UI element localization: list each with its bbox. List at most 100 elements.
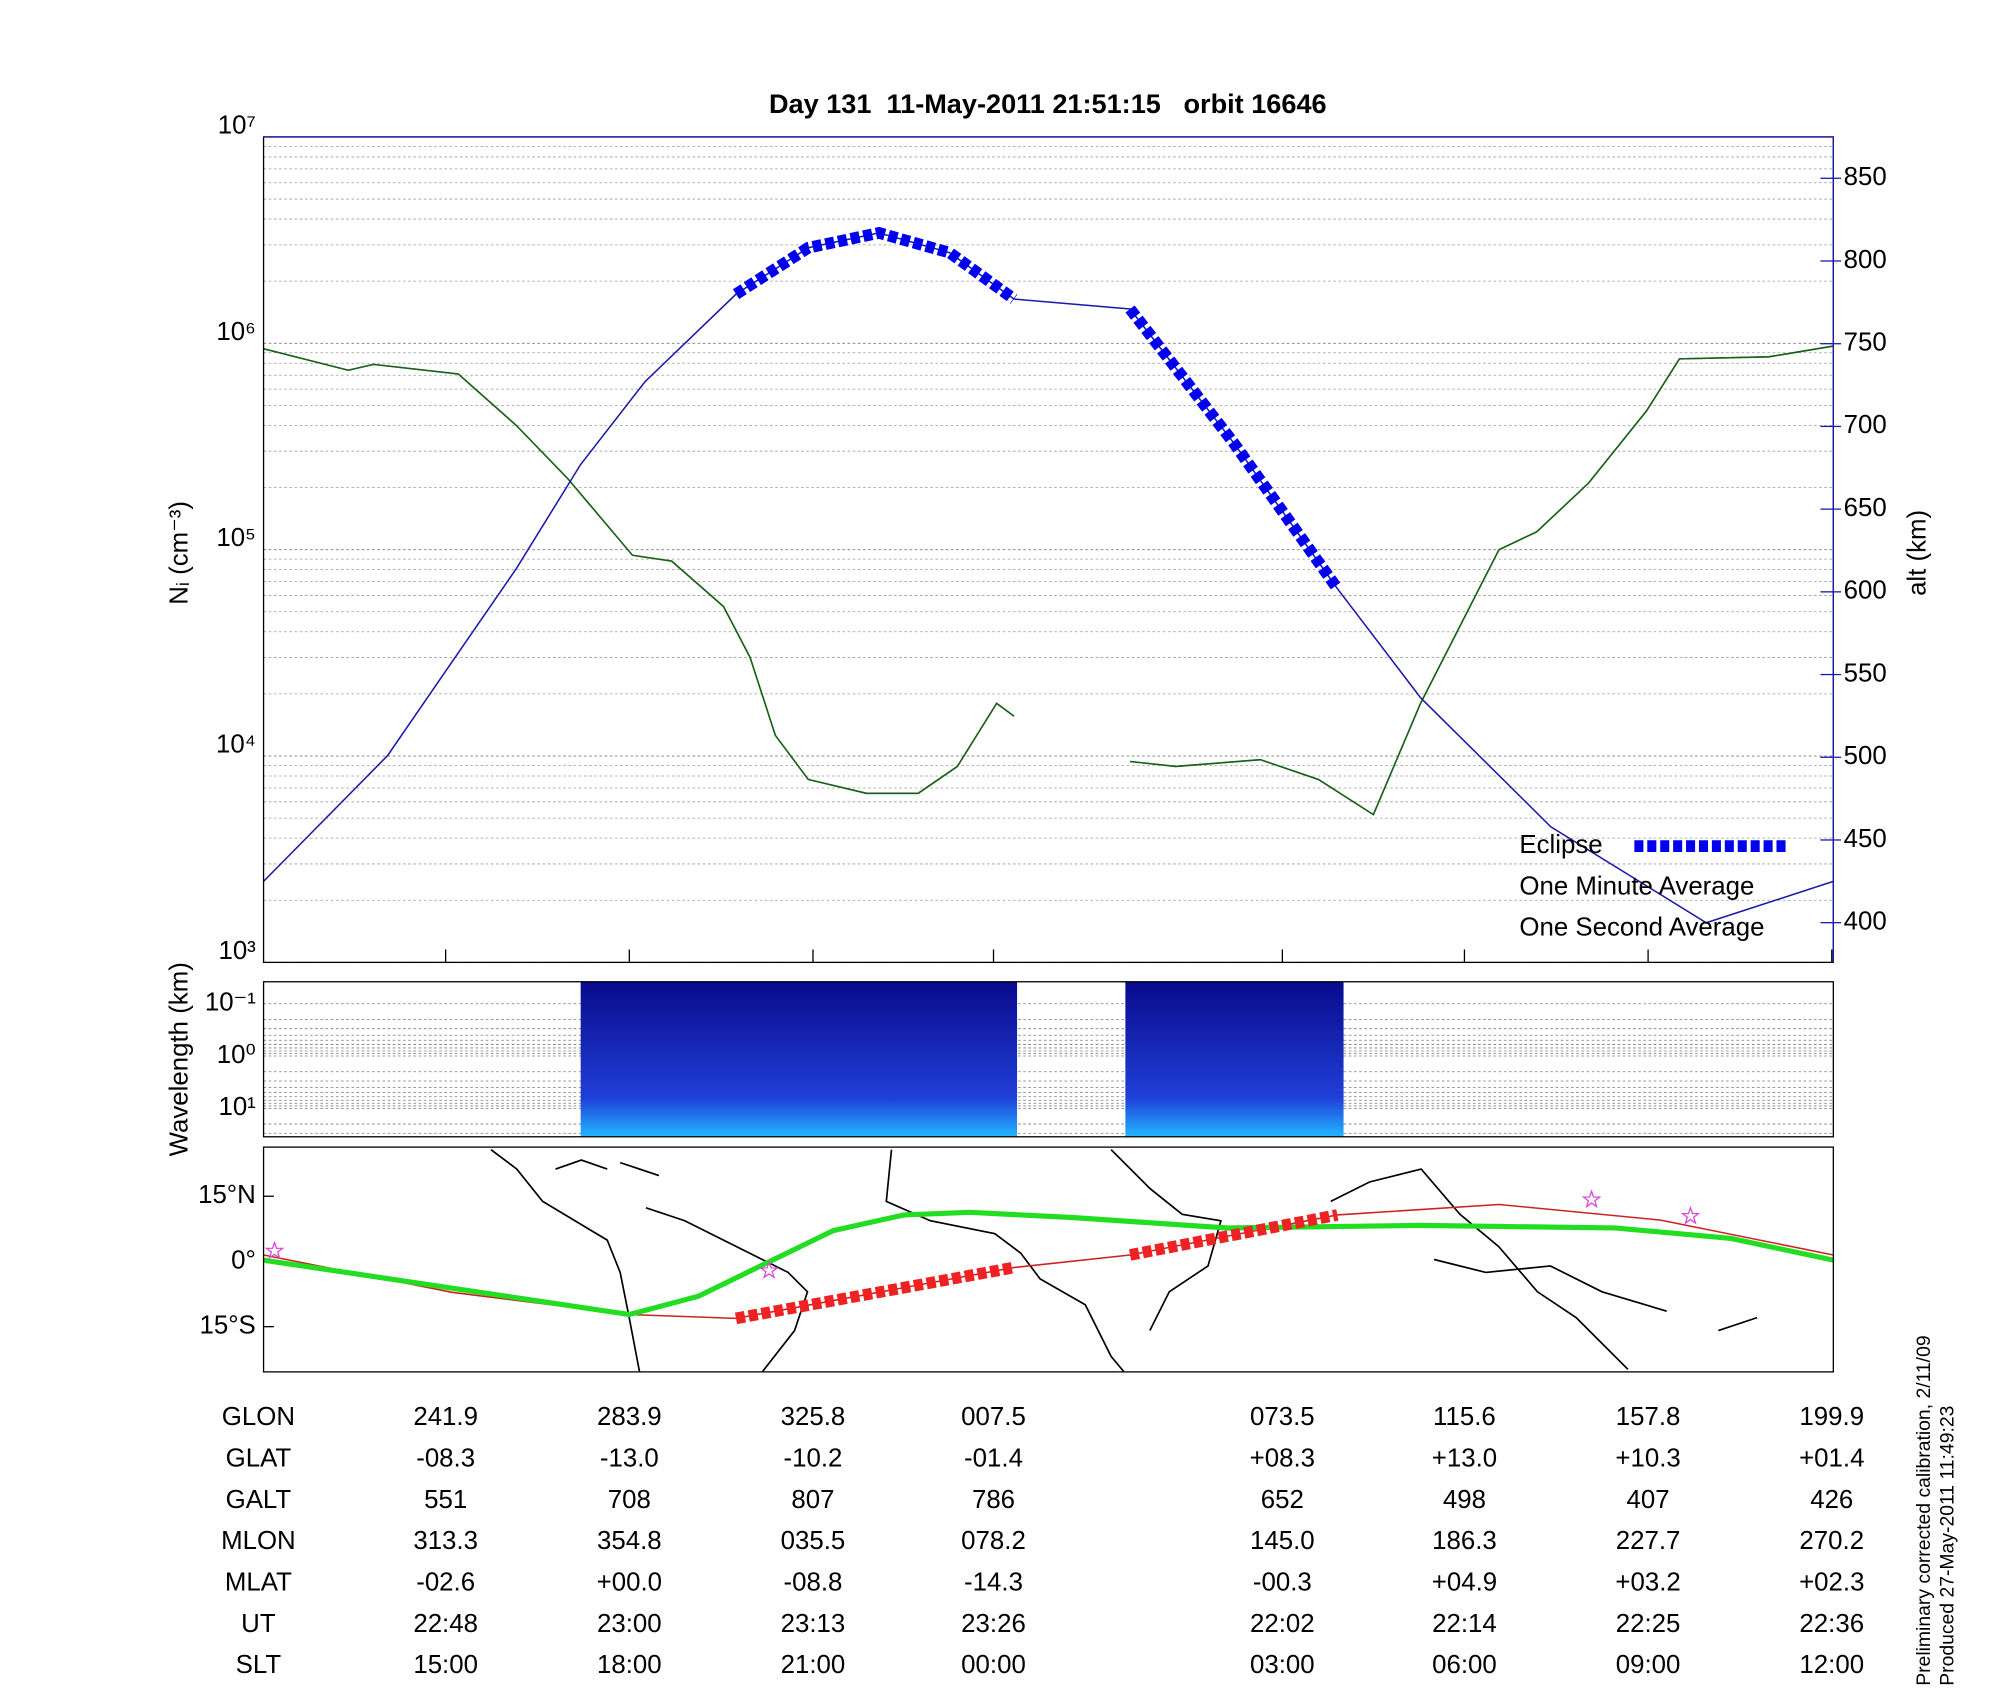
row-value: -00.3 [1253,1569,1312,1597]
note: Preliminary corrected calibration, 2/11/… [1913,1335,1935,1685]
row-value: 23:13 [781,1610,846,1638]
row-value: -14.3 [964,1569,1023,1597]
row-value: +10.3 [1615,1445,1680,1473]
eclipse-line [732,226,1343,592]
row-value: +01.4 [1799,1445,1864,1473]
row-value: 06:00 [1432,1651,1497,1679]
row-label: MLAT [225,1569,292,1597]
row-value: +08.3 [1250,1445,1315,1473]
coastlines [490,1149,1758,1373]
star-marker [759,1260,779,1279]
y2-tick-label: 550 [1844,659,1887,687]
y2-tick-label: 700 [1844,411,1887,439]
spectrogram-block [580,981,1018,1137]
row-value: 15:00 [413,1651,478,1679]
legend-label: One Minute Average [1519,872,1754,900]
row-value: 407 [1627,1486,1670,1514]
row-value: 652 [1261,1486,1304,1514]
row-value: 498 [1443,1486,1486,1514]
row-value: +04.9 [1432,1569,1497,1597]
y-axis-label: Wavelength (km) [166,962,194,1156]
row-value: 22:02 [1250,1610,1315,1638]
y-tick-label: 10⁻¹ [205,989,256,1017]
chart-title: Day 131 11-May-2011 21:51:15 orbit 16646 [769,88,1327,119]
row-value: 426 [1810,1486,1853,1514]
row-value: 551 [424,1486,467,1514]
row-value: +00.0 [597,1569,662,1597]
y-tick-label: 10⁶ [216,318,255,346]
star-marker [1581,1189,1602,1209]
row-value: 227.7 [1616,1527,1681,1555]
data-line [263,1203,1834,1320]
row-value: 199.9 [1799,1403,1864,1431]
row-value: 241.9 [413,1403,478,1431]
eclipse-line [734,1209,1339,1325]
y-tick-label: 15°S [200,1311,256,1339]
y-tick-label: 0° [231,1246,256,1274]
data-line [263,345,1834,816]
row-value: 115.6 [1433,1403,1496,1431]
row-value: 186.3 [1432,1527,1497,1555]
row-value: 354.8 [597,1527,662,1555]
star-marker [264,1240,285,1260]
row-label: SLT [236,1651,282,1679]
y2-tick-label: 750 [1844,329,1887,357]
y-tick-label: 15°N [198,1181,256,1209]
row-value: 12:00 [1799,1651,1864,1679]
row-value: 22:14 [1432,1610,1497,1638]
row-value: 007.5 [961,1403,1026,1431]
row-label: UT [241,1610,276,1638]
row-value: 09:00 [1616,1651,1681,1679]
plot-frame [262,981,1834,1138]
row-value: 22:48 [413,1610,478,1638]
y2-tick-label: 500 [1844,742,1887,770]
row-label: MLON [221,1527,296,1555]
row-value: +03.2 [1615,1569,1680,1597]
star-marker [1680,1205,1701,1225]
row-value: 23:26 [961,1610,1026,1638]
row-label: GLON [222,1403,295,1431]
row-value: 035.5 [781,1527,846,1555]
row-value: 23:00 [597,1610,662,1638]
row-value: 078.2 [961,1527,1026,1555]
row-value: 073.5 [1250,1403,1315,1431]
row-value: 21:00 [781,1651,846,1679]
row-label: GLAT [226,1445,292,1473]
y-tick-label: 10⁷ [218,111,256,139]
y2-tick-label: 850 [1844,163,1887,191]
row-value: +13.0 [1432,1445,1497,1473]
note: Produced 27-May-2011 11:49:23 [1936,1406,1958,1686]
y2-tick-label: 600 [1844,577,1887,605]
row-value: 145.0 [1250,1527,1315,1555]
y2-tick-label: 450 [1844,825,1887,853]
y2-tick-label: 800 [1844,246,1887,274]
row-value: 03:00 [1250,1651,1315,1679]
y-tick-label: 10³ [218,937,256,965]
row-value: 270.2 [1799,1527,1864,1555]
data-line [263,1209,1834,1318]
row-value: 22:36 [1799,1610,1864,1638]
row-label: GALT [226,1486,292,1514]
y-tick-label: 10¹ [218,1093,256,1121]
row-value: 786 [972,1486,1015,1514]
row-value: 22:25 [1616,1610,1681,1638]
plot-frame [262,1146,1834,1373]
row-value: -01.4 [964,1445,1023,1473]
row-value: -02.6 [416,1569,475,1597]
y2-tick-label: 400 [1844,908,1887,936]
row-value: -08.3 [416,1445,475,1473]
row-value: 283.9 [597,1403,662,1431]
row-value: -13.0 [600,1445,659,1473]
y-tick-label: 10⁰ [217,1041,256,1069]
legend-label: One Second Average [1519,914,1764,942]
row-value: +02.3 [1799,1569,1864,1597]
y-tick-label: 10⁵ [216,524,255,552]
legend-label: Eclipse [1519,831,1602,859]
y-tick-label: 10⁴ [216,731,256,759]
y2-axis-label: alt (km) [1903,510,1931,596]
spectrogram-block [1125,981,1344,1137]
row-value: 157.8 [1616,1403,1681,1431]
row-value: 313.3 [413,1527,478,1555]
row-value: -08.8 [784,1569,843,1597]
